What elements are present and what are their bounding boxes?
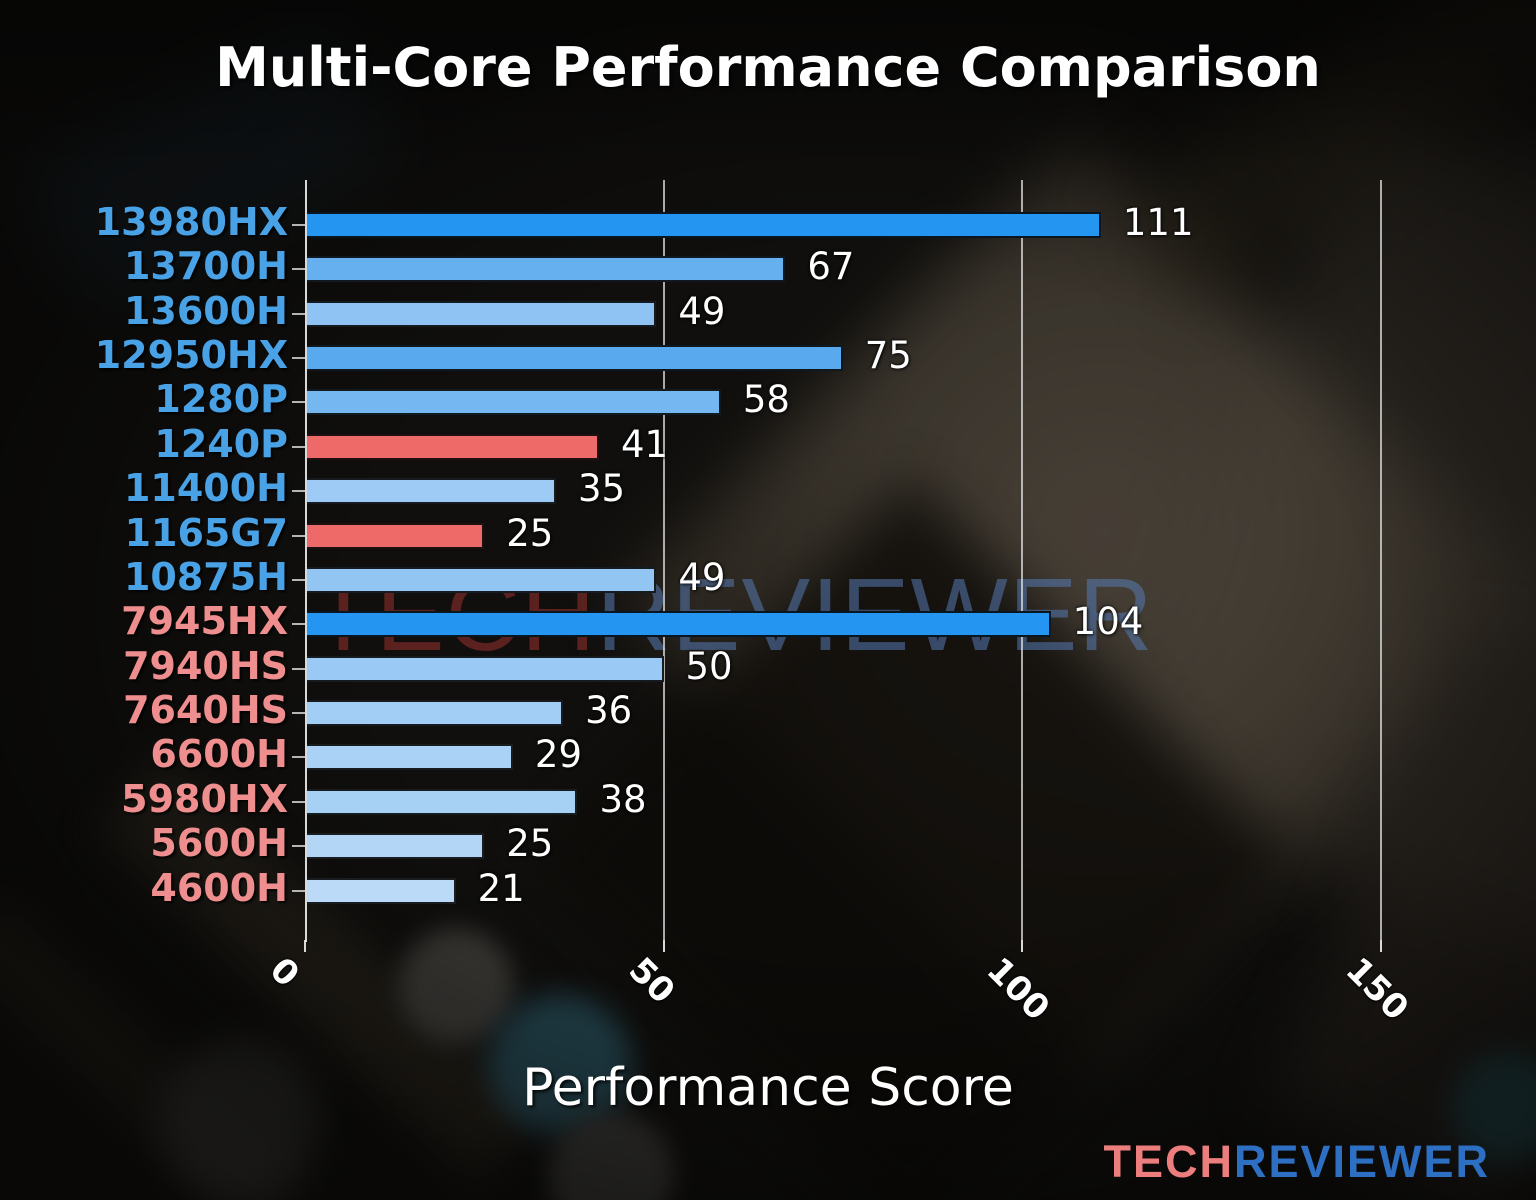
- x-tick-label: 100: [978, 950, 1058, 1029]
- value-label: 29: [534, 733, 583, 777]
- bar: [305, 389, 721, 416]
- bar: [305, 345, 843, 372]
- bar: [305, 700, 564, 727]
- x-tick-mark: [1021, 940, 1023, 952]
- brand-logo: TECHREVIEWER: [1103, 1136, 1490, 1188]
- bar: [305, 433, 599, 460]
- value-label: 25: [506, 822, 554, 866]
- y-tick-mark: [292, 445, 305, 448]
- gridline: [662, 180, 665, 940]
- y-tick-mark: [292, 712, 305, 715]
- category-label: 11400H: [123, 466, 288, 511]
- x-axis-label: Performance Score: [522, 1058, 1014, 1118]
- y-tick-mark: [292, 357, 305, 360]
- brand-logo-tech: TECH: [1103, 1136, 1234, 1187]
- category-label: 5980HX: [121, 776, 288, 821]
- bar: [305, 655, 664, 682]
- value-label: 38: [599, 777, 647, 821]
- brand-logo-reviewer: REVIEWER: [1233, 1136, 1490, 1187]
- category-label: 13600H: [123, 288, 288, 333]
- bar: [305, 300, 657, 327]
- bar: [305, 877, 456, 904]
- category-label: 1280P: [154, 377, 288, 422]
- value-label: 41: [620, 422, 669, 466]
- y-tick-mark: [292, 268, 305, 271]
- value-label: 36: [585, 689, 633, 733]
- value-label: 49: [678, 289, 726, 333]
- value-label: 58: [742, 378, 790, 422]
- category-label: 1165G7: [124, 510, 288, 555]
- y-tick-mark: [292, 534, 305, 537]
- bar: [305, 788, 578, 815]
- category-label: 5600H: [150, 821, 288, 866]
- y-tick-mark: [292, 401, 305, 404]
- x-tick-mark: [662, 940, 665, 952]
- bar: [305, 256, 786, 283]
- value-label: 50: [685, 644, 733, 688]
- bar: [305, 566, 657, 593]
- x-tick-label: 0: [261, 950, 307, 996]
- bar: [305, 522, 485, 549]
- category-label: 7945HX: [121, 599, 288, 644]
- value-label: 35: [577, 467, 626, 511]
- bar: [305, 744, 513, 771]
- y-tick-mark: [292, 889, 305, 892]
- value-label: 25: [506, 511, 554, 555]
- y-tick-mark: [292, 800, 305, 803]
- y-tick-mark: [292, 578, 305, 581]
- x-tick-label: 150: [1337, 950, 1416, 1029]
- y-tick-mark: [292, 756, 305, 759]
- x-tick-label: 50: [620, 950, 682, 1012]
- chart-title: Multi-Core Performance Comparison: [215, 36, 1321, 99]
- x-tick-mark: [1379, 940, 1382, 952]
- y-axis-line: [305, 180, 307, 942]
- category-label: 1240P: [154, 421, 288, 466]
- category-label: 12950HX: [94, 333, 288, 378]
- y-tick-mark: [292, 224, 305, 226]
- y-tick-mark: [292, 312, 305, 315]
- category-label: 13980HX: [94, 200, 288, 244]
- x-tick-mark: [304, 940, 306, 952]
- bar: [305, 833, 485, 860]
- gridline: [1021, 180, 1023, 940]
- value-label: 75: [864, 334, 912, 378]
- value-label: 67: [807, 245, 855, 289]
- category-label: 6600H: [150, 732, 288, 777]
- bar: [305, 611, 1051, 638]
- value-label: 49: [678, 555, 726, 599]
- gridline: [1379, 180, 1382, 940]
- bar: [305, 478, 556, 505]
- y-tick-mark: [292, 845, 305, 848]
- category-label: 7640HS: [123, 688, 288, 733]
- category-label: 4600H: [150, 865, 288, 910]
- category-label: 7940HS: [123, 643, 288, 688]
- value-label: 21: [477, 866, 525, 910]
- category-label: 10875H: [123, 554, 288, 599]
- value-label: 104: [1072, 600, 1144, 644]
- bar: [305, 212, 1101, 238]
- y-tick-mark: [292, 490, 305, 493]
- category-label: 13700H: [123, 244, 288, 289]
- y-tick-mark: [292, 623, 305, 626]
- y-tick-mark: [292, 667, 305, 670]
- value-label: 111: [1122, 201, 1194, 244]
